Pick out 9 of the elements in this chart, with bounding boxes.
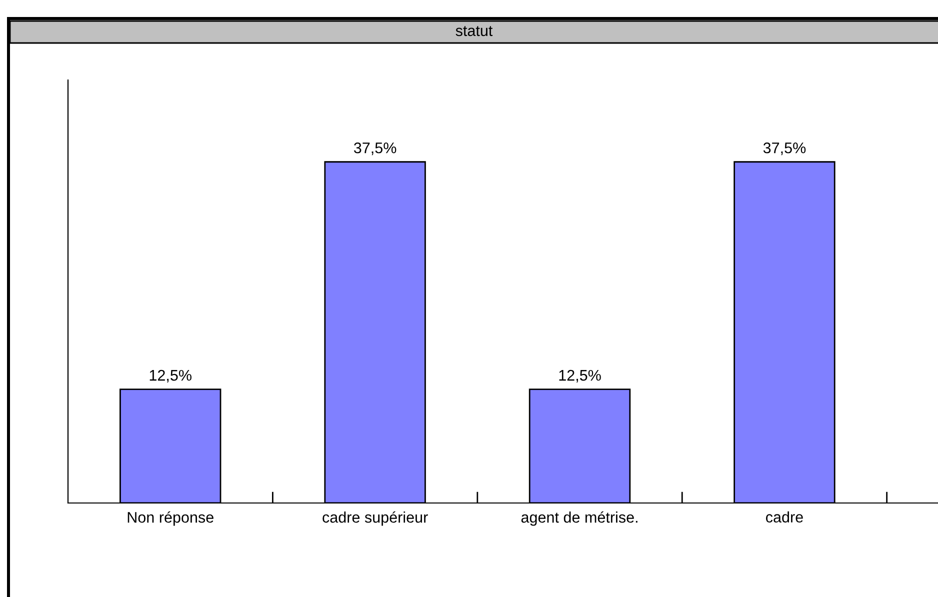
x-tick-label: agent de métrise. xyxy=(521,511,638,526)
data-label: 37,5% xyxy=(763,142,806,156)
x-tick-label: cadre xyxy=(766,511,803,523)
data-label: 12,5% xyxy=(559,370,601,383)
x-tick-label: Non réponse xyxy=(128,511,214,526)
data-label: 12,5% xyxy=(150,370,192,383)
x-tick-label: cadre supérieur xyxy=(322,511,428,526)
data-label: 37,5% xyxy=(354,142,396,156)
chart-title: statut xyxy=(456,26,493,36)
